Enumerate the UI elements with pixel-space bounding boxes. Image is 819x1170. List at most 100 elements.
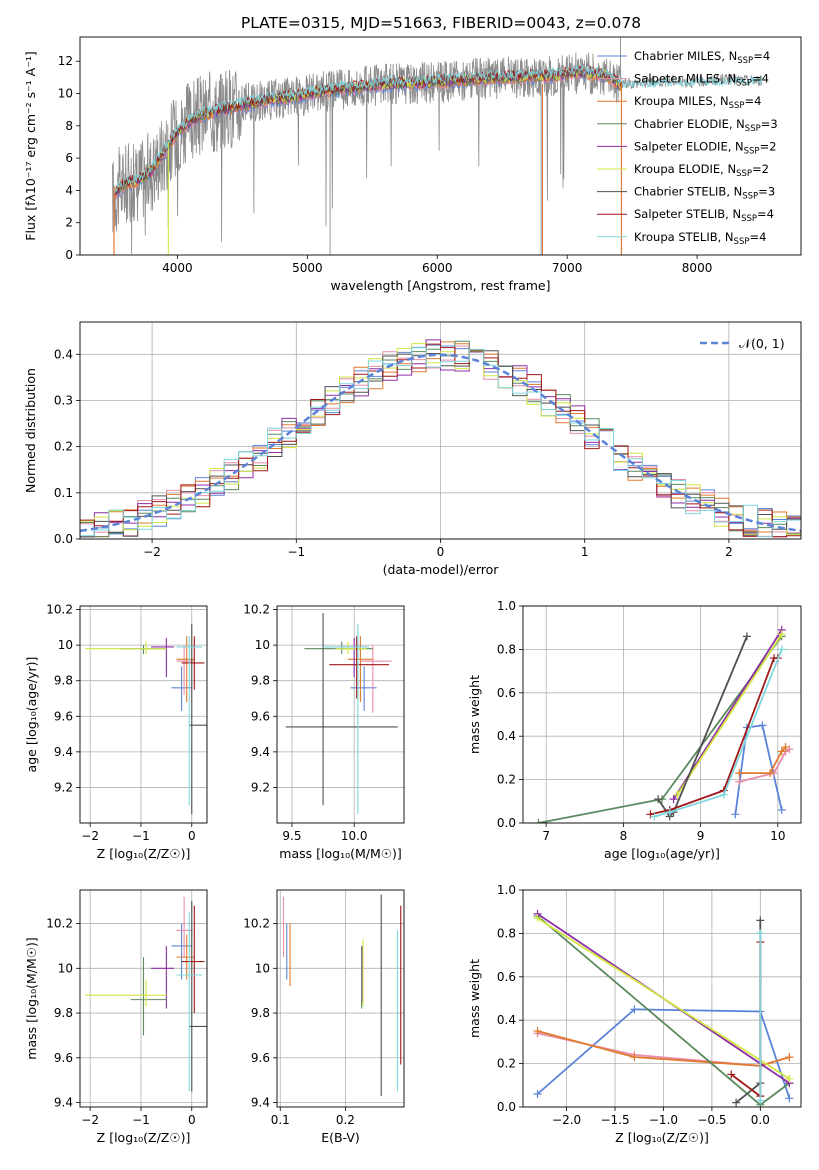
y-tick-label: 10.2	[243, 917, 270, 931]
legend-nssp-eq: =	[758, 185, 768, 199]
legend-name: Salpeter MILES	[634, 72, 720, 86]
x-axis-label: Z [log₁₀(Z/Z☉)]	[615, 1130, 709, 1145]
y-tick-label: 0.2	[497, 1057, 516, 1071]
y-tick-label: 0.0	[54, 532, 73, 546]
y-tick-label: 10	[58, 87, 73, 101]
y-tick-label: 1.0	[497, 599, 516, 613]
weight-point-marker	[732, 1098, 741, 1107]
legend-nssp-prefix: , N	[713, 94, 729, 108]
plot-area	[85, 623, 207, 815]
weight-point-marker	[735, 769, 744, 778]
y-tick-label: 2	[65, 216, 73, 230]
weight-point-marker	[727, 1070, 736, 1079]
x-tick-label: −1.0	[649, 1113, 678, 1127]
plot-area	[85, 896, 207, 1092]
legend-nssp-eq: =	[752, 162, 762, 176]
axes-frame	[276, 605, 405, 824]
x-tick-label: 0	[188, 829, 196, 843]
y-tick-label: 9.8	[251, 674, 270, 688]
y-tick-label: 0.6	[497, 686, 516, 700]
legend-entry: Salpeter MILES, NSSP=4	[634, 72, 769, 89]
x-tick-label: 2	[725, 545, 733, 559]
x-tick-label: 9.5	[282, 829, 301, 843]
weight-point-marker	[756, 916, 765, 925]
weight-point-marker	[756, 929, 765, 938]
legend-entry: Chabrier STELIB, NSSP=3	[634, 185, 775, 202]
legend-nssp-subscript: SSP	[729, 101, 745, 111]
legend-entry: Chabrier MILES, NSSP=4	[634, 49, 770, 66]
legend-nssp-eq: =	[749, 230, 759, 244]
legend-nssp-prefix: , N	[718, 230, 734, 244]
legend-nssp-subscript: SSP	[736, 169, 752, 179]
y-tick-label: 9.4	[54, 1096, 73, 1110]
chart-spectrum: 4000 5000 6000 7000 8000 0 2 4 6 8 10 12 wavelength …	[23, 36, 802, 293]
y-tick-label: 9.6	[251, 1051, 270, 1065]
legend-name: Salpeter ELODIE	[634, 139, 728, 153]
y-tick-label: 9.2	[251, 780, 270, 794]
x-axis-label: mass [log₁₀(M/M☉)]	[279, 846, 401, 861]
legend-nssp-value: 4	[759, 230, 766, 244]
weight-point-marker	[785, 1074, 794, 1083]
y-tick-label: 0.3	[54, 393, 73, 407]
chart-weight-vs-age: 7 8 9 10 0.0 0.2 0.4 0.6 0.8 1.0 age [log₁₀(age/yr…	[467, 599, 802, 861]
x-tick-label: −1.5	[600, 1113, 629, 1127]
x-tick-label: −2	[81, 829, 99, 843]
y-tick-label: 10	[255, 638, 270, 652]
weight-point-marker	[777, 645, 786, 654]
weight-point-marker	[758, 721, 767, 730]
y-axis-label: mass weight	[467, 675, 482, 754]
y-tick-label: 1.0	[497, 883, 516, 897]
y-tick-label: 10	[255, 961, 270, 975]
weight-point-marker	[777, 805, 786, 814]
y-axis-label: mass weight	[467, 959, 482, 1038]
x-tick-label: 0.0	[751, 1113, 770, 1127]
y-tick-label: 9.2	[54, 780, 73, 794]
legend-entry: 𝒩(0, 1)	[739, 336, 785, 351]
normal-reference-curve	[80, 353, 801, 533]
legend-name: Chabrier ELODIE	[634, 117, 729, 131]
x-axis-label: Z [log₁₀(Z/Z☉)]	[97, 1130, 191, 1145]
x-tick-label: 1	[581, 545, 589, 559]
weight-point-marker	[742, 632, 751, 641]
y-tick-label: 0.6	[497, 970, 516, 984]
weight-point-marker	[630, 1053, 639, 1062]
weight-point-marker	[654, 795, 663, 804]
y-tick-label: 10	[58, 638, 73, 652]
plot-area	[112, 37, 763, 255]
chart-mass-vs-ebv: 0.1 0.2 9.4 9.6 9.8 10 10.2 E(B-V)	[243, 889, 405, 1145]
y-tick-label: 9.4	[251, 745, 270, 759]
legend-nssp-value: 2	[769, 139, 776, 153]
y-tick-label: 4	[65, 183, 73, 197]
y-tick-label: 9.4	[251, 1096, 270, 1110]
y-tick-label: 0	[65, 248, 73, 262]
legend-entry: Kroupa STELIB, NSSP=4	[634, 230, 766, 247]
legend-nssp-subscript: SSP	[744, 146, 760, 156]
x-tick-label: −1	[132, 1113, 150, 1127]
y-tick-label: 0.0	[497, 816, 516, 830]
weight-point-marker	[785, 1053, 794, 1062]
y-tick-label: 0.1	[54, 486, 73, 500]
weight-point-marker	[756, 1096, 765, 1105]
y-axis-label: Normed distribution	[23, 368, 38, 493]
chart-age-vs-Z: −2 −1 0 9.2 9.4 9.6 9.8 10 10.2 Z [log₁₀(Z/Z☉)] ag…	[24, 603, 208, 861]
legend-nssp-value: 4	[754, 94, 761, 108]
legend-nssp-eq: =	[752, 72, 762, 86]
y-tick-label: 0.4	[54, 347, 73, 361]
y-tick-label: 0.4	[497, 729, 516, 743]
weight-point-marker	[665, 808, 674, 817]
y-tick-label: 9.6	[54, 709, 73, 723]
x-tick-label: 7	[542, 829, 550, 843]
weight-point-marker	[785, 1094, 794, 1103]
x-tick-label: 0.1	[271, 1113, 290, 1127]
axes-frame	[79, 36, 802, 256]
legend-entry: Kroupa MILES, NSSP=4	[634, 94, 761, 111]
chart-residuals: −2 −1 0 1 2 0.0 0.1 0.2 0.3 0.4 (data-model)/error…	[23, 321, 802, 577]
weight-point-marker	[650, 812, 659, 821]
y-tick-label: 8	[65, 119, 73, 133]
x-tick-label: 0.2	[336, 1113, 355, 1127]
weight-series-line	[657, 636, 748, 818]
plot-area	[285, 613, 398, 815]
legend-nssp-subscript: SSP	[736, 79, 752, 89]
legend-name: Chabrier MILES	[634, 49, 721, 63]
legend-entry: Salpeter ELODIE, NSSP=2	[634, 139, 777, 156]
